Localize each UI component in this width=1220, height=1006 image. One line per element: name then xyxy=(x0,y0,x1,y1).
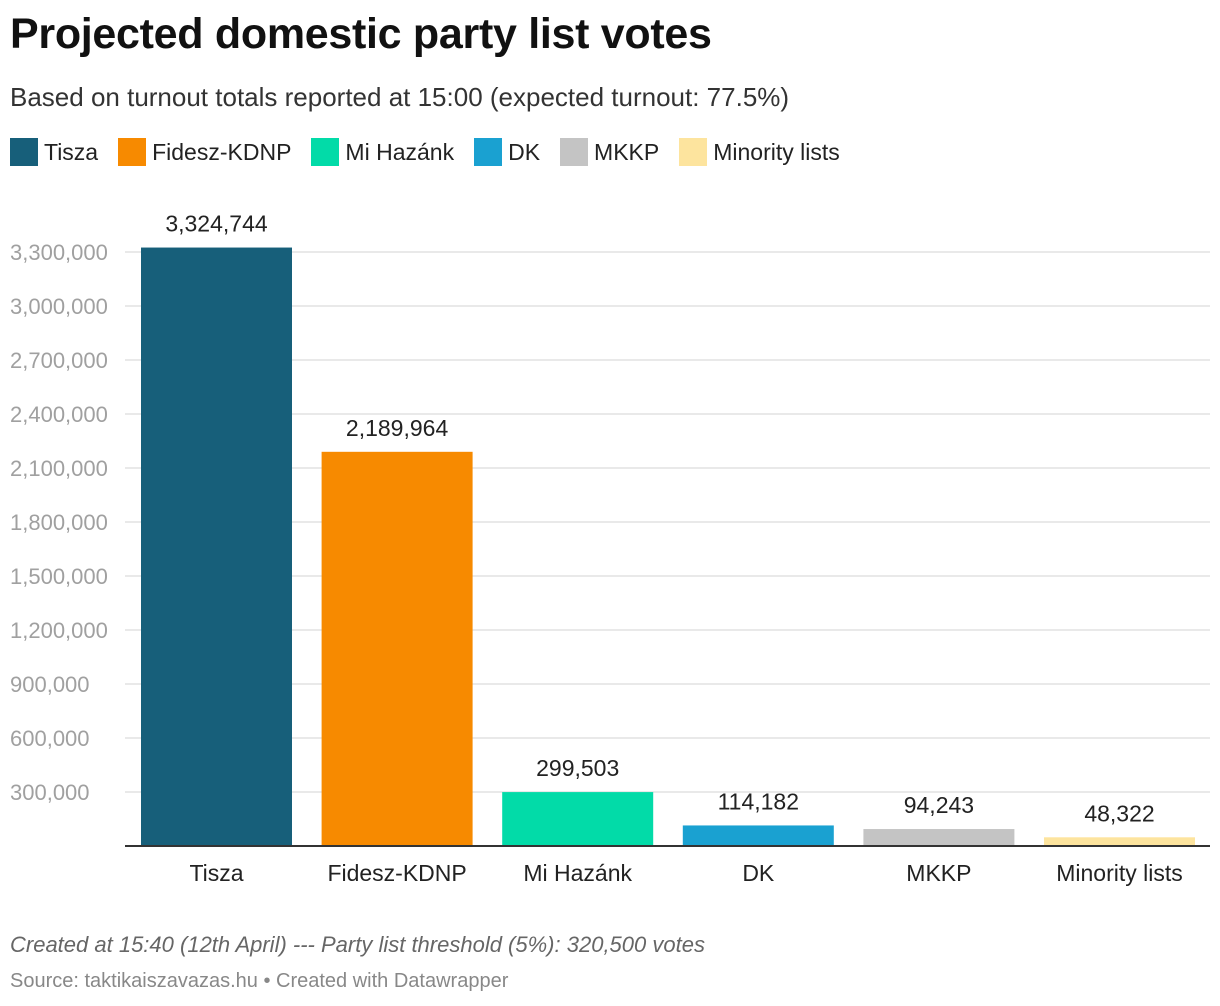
bar-value-label: 48,322 xyxy=(1084,800,1154,826)
bar-chart: 300,000 600,000 900,000 1,200,000 1,500,000 1… xyxy=(10,211,1210,886)
bar xyxy=(682,825,834,846)
y-tick-label: 3,300,000 xyxy=(10,240,108,265)
legend-swatch-tisza xyxy=(10,138,38,166)
y-tick-label: 2,700,000 xyxy=(10,348,108,373)
legend-swatch-mkkp xyxy=(560,138,589,166)
y-tick-label: 1,500,000 xyxy=(10,564,108,589)
legend-item-fidesz-kdnp: Fidesz-KDNP xyxy=(118,138,291,166)
bars xyxy=(141,247,1195,846)
bar-value-label: 3,324,744 xyxy=(165,211,268,237)
y-tick-label: 300,000 xyxy=(10,780,90,805)
bar xyxy=(141,247,292,846)
bar xyxy=(321,451,473,846)
y-tick-label: 1,200,000 xyxy=(10,618,108,643)
bar xyxy=(1044,837,1195,846)
bar-value-label: 2,189,964 xyxy=(346,415,449,441)
footer-source: Source: taktikaiszavazas.hu • Created wi… xyxy=(10,970,509,992)
x-tick-label: MKKP xyxy=(906,860,971,886)
gridlines xyxy=(125,251,1210,793)
legend-item-tisza: Tisza xyxy=(10,138,98,166)
y-tick-label: 2,400,000 xyxy=(10,402,108,427)
chart-subtitle: Based on turnout totals reported at 15:0… xyxy=(10,82,790,112)
legend-item-mkkp: MKKP xyxy=(560,138,659,166)
y-axis-ticks: 300,000 600,000 900,000 1,200,000 1,500,000 1… xyxy=(10,240,108,805)
legend-label-mkkp: MKKP xyxy=(594,138,660,165)
legend: Tisza Fidesz-KDNP Mi Hazánk DK MKKP Mino… xyxy=(10,136,840,168)
x-tick-label: Minority lists xyxy=(1056,860,1183,886)
legend-swatch-dk xyxy=(474,138,503,166)
x-tick-label: Mi Hazánk xyxy=(523,860,632,886)
x-axis-ticks: Tisza Fidesz-KDNP Mi Hazánk DK MKKP Minority … xyxy=(189,860,1182,886)
y-tick-label: 900,000 xyxy=(10,672,90,697)
legend-swatch-mi-hazank xyxy=(311,138,340,166)
legend-item-mi-hazank: Mi Hazánk xyxy=(311,138,454,166)
legend-label-dk: DK xyxy=(508,138,541,165)
y-tick-label: 1,800,000 xyxy=(10,510,108,535)
y-tick-label: 2,100,000 xyxy=(10,456,108,481)
bar-value-label: 114,182 xyxy=(718,788,799,814)
bar xyxy=(502,792,654,846)
legend-item-minority-lists: Minority lists xyxy=(679,138,840,166)
legend-swatch-fidesz-kdnp xyxy=(118,138,147,166)
legend-swatch-minority-lists xyxy=(679,138,708,166)
chart-title: Projected domestic party list votes xyxy=(10,10,712,58)
x-tick-label: Fidesz-KDNP xyxy=(327,860,466,886)
legend-label-fidesz-kdnp: Fidesz-KDNP xyxy=(152,138,292,165)
bar-value-label: 299,503 xyxy=(536,755,619,781)
y-tick-label: 600,000 xyxy=(10,726,90,751)
footer-note: Created at 15:40 (12th April) --- Party … xyxy=(10,932,705,957)
bar-value-label: 94,243 xyxy=(904,792,974,818)
legend-label-mi-hazank: Mi Hazánk xyxy=(345,138,455,165)
y-tick-label: 3,000,000 xyxy=(10,294,108,319)
legend-item-dk: DK xyxy=(474,138,540,166)
x-tick-label: Tisza xyxy=(189,860,243,886)
legend-label-minority-lists: Minority lists xyxy=(713,138,840,165)
legend-label-tisza: Tisza xyxy=(44,138,99,165)
x-tick-label: DK xyxy=(742,860,775,886)
value-labels: 3,324,744 2,189,964 299,503 114,182 94,243 48… xyxy=(165,211,1154,827)
bar xyxy=(863,829,1015,846)
